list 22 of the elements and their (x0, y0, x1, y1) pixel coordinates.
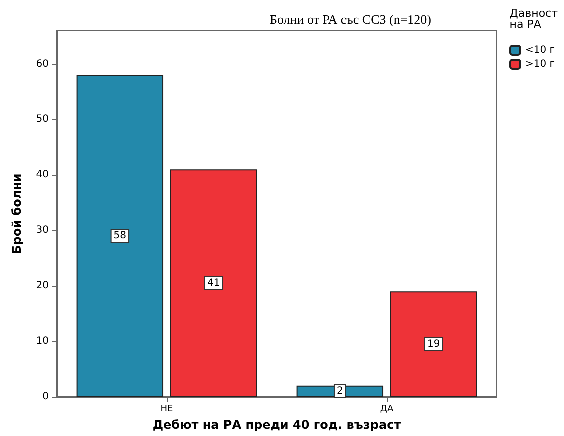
y-tick-label: 40 (36, 170, 49, 181)
data-label: 58 (114, 230, 127, 242)
legend-label: >10 г (525, 59, 556, 70)
x-tick-label: ДА (380, 404, 394, 414)
x-tick-label: НЕ (160, 404, 174, 414)
bar (390, 292, 478, 397)
y-tick-label: 10 (36, 336, 49, 348)
bar (76, 75, 164, 397)
y-tick-label: 30 (36, 225, 49, 236)
x-axis-title: Дебют на РА преди 40 год. възраст (152, 418, 402, 432)
bar (170, 170, 258, 397)
chart-title: Болни от РА със ССЗ (n=120) (270, 12, 432, 27)
y-tick-label: 20 (36, 280, 49, 292)
y-tick-label: 0 (42, 392, 49, 402)
legend-label: <10 г (525, 45, 556, 56)
legend-title: Давност на РА (510, 7, 559, 31)
data-label: 41 (207, 278, 220, 289)
y-tick-label: 50 (36, 114, 49, 126)
y-axis-title: Брой болни (10, 174, 24, 254)
data-label: 2 (336, 386, 344, 397)
y-tick-label: 60 (36, 58, 49, 70)
data-label: 19 (427, 338, 440, 350)
